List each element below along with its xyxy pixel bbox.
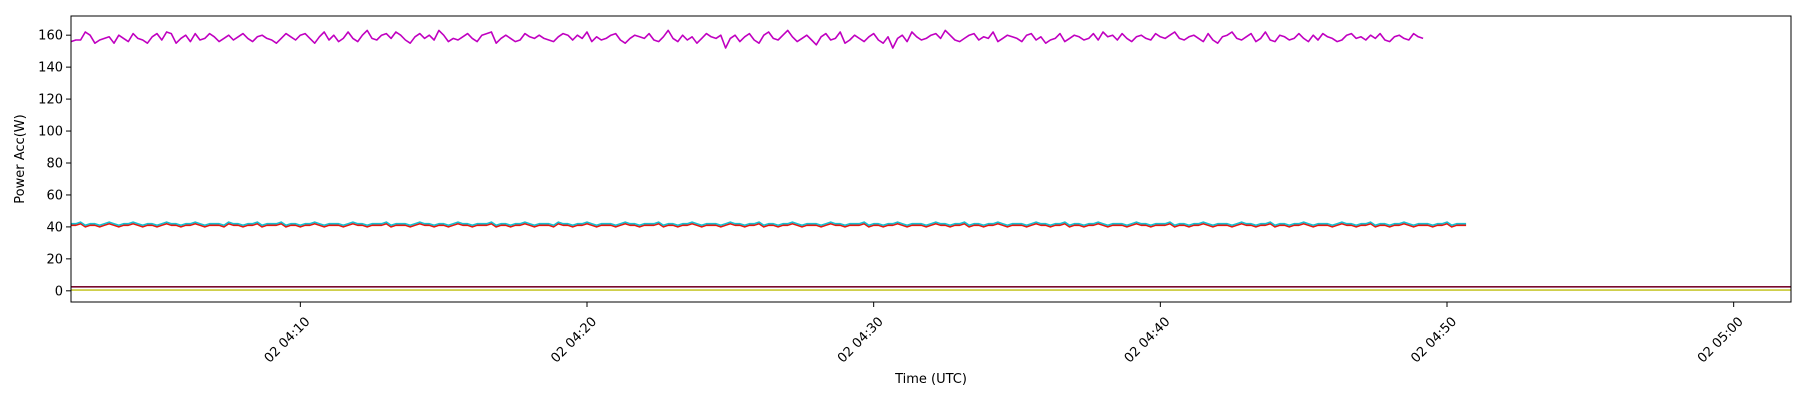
y-axis-label: Power Acc(W) [13,114,28,203]
x-tick-label: 02 04:40 [1122,314,1174,366]
series-line-0 [70,29,1424,49]
y-axis: 0 20 40 60 80 100 120 140 160 [38,29,71,299]
series-line-1 [71,221,1467,227]
y-tick-label: 40 [46,220,63,235]
x-tick-label: 02 04:50 [1408,314,1460,366]
y-tick-label: 20 [46,252,63,267]
y-tick-label: 120 [38,93,63,108]
x-axis-label: Time (UTC) [894,372,967,387]
y-tick-label: 160 [38,29,63,44]
series-lines [70,29,1791,291]
y-tick-label: 100 [38,125,63,140]
y-tick-label: 0 [55,284,63,299]
x-tick-label: 02 04:30 [835,314,887,366]
x-tick-label: 02 05:00 [1695,314,1747,366]
y-tick-label: 80 [46,156,63,171]
plot-frame [70,15,1792,303]
y-tick-label: 60 [46,188,63,203]
series-line-2 [71,222,1467,228]
x-tick-label: 02 04:10 [262,314,314,366]
x-axis: 02 04:10 02 04:20 02 04:30 02 04:40 02 04:50… [262,302,1747,366]
y-tick-label: 140 [38,61,63,76]
x-tick-label: 02 04:20 [548,314,600,366]
